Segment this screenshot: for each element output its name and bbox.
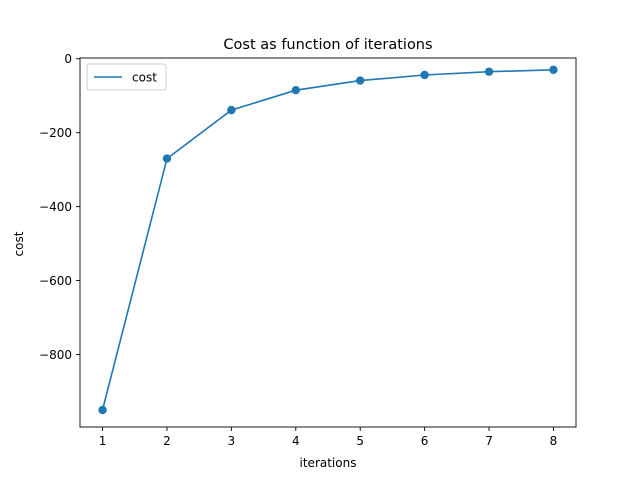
data-point: [162, 154, 172, 163]
legend-box: [86, 63, 167, 91]
data-point: [227, 105, 236, 115]
axes: 1 2 3 4 5 6 7 8 0 −200 −400 −600 −800: [39, 52, 577, 448]
y-tick-label: 0: [64, 52, 72, 66]
data-point: [484, 67, 494, 76]
legend: cost: [86, 63, 167, 91]
data-point: [549, 65, 558, 75]
plot-frame: [79, 57, 577, 428]
x-tick-label: 3: [228, 434, 236, 448]
x-tick-label: 7: [485, 434, 493, 448]
plot-marks: [98, 65, 558, 415]
data-point: [98, 405, 107, 415]
y-tick-label: −600: [39, 274, 72, 288]
x-tick-label: 1: [99, 434, 107, 448]
data-point: [291, 85, 300, 95]
data-point: [420, 70, 429, 80]
x-axis-label: iterations: [300, 456, 357, 470]
x-tick-label: 6: [421, 434, 429, 448]
y-tick-label: −400: [39, 200, 72, 214]
y-tick-label: −200: [39, 126, 72, 140]
y-axis-label: cost: [12, 231, 26, 256]
chart-title: Cost as function of iterations: [223, 37, 432, 53]
x-tick-label: 8: [550, 434, 558, 448]
y-tick-label: −800: [39, 348, 72, 362]
series-line-cost: [101, 69, 554, 411]
data-point: [356, 76, 365, 85]
legend-label: cost: [132, 71, 157, 85]
x-tick-label: 5: [356, 434, 364, 448]
x-tick-label: 4: [292, 434, 300, 448]
x-tick-label: 2: [163, 434, 171, 448]
